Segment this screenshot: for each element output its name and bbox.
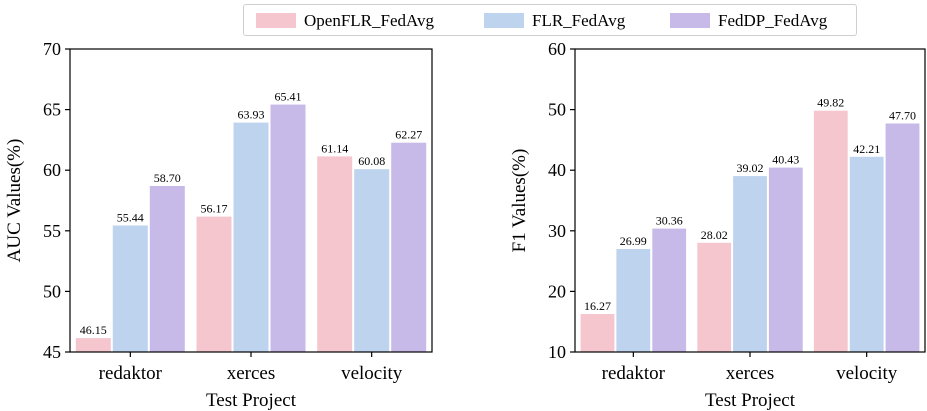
f1-ytick-label-40: 40	[548, 160, 566, 180]
auc-data-label-velocity-1: 60.08	[358, 154, 385, 168]
f1-bar-xerces-1	[733, 176, 767, 352]
auc-ytick-label-65: 65	[43, 100, 61, 120]
f1-bar-redaktor-2	[652, 228, 687, 352]
auc-bar-redaktor-2	[149, 186, 185, 352]
auc-ytick-label-60: 60	[43, 160, 61, 180]
legend-label-openflr: OpenFLR_FedAvg	[304, 11, 435, 30]
auc-bar-velocity-0	[317, 156, 353, 352]
f1-bar-xerces-2	[768, 167, 803, 352]
f1-data-label-xerces-1: 39.02	[737, 161, 764, 175]
f1-data-label-xerces-2: 40.43	[772, 153, 799, 167]
auc-bar-xerces-0	[196, 216, 232, 352]
legend-swatch-openflr	[256, 13, 296, 28]
f1-bar-velocity-0	[813, 110, 848, 352]
f1-bar-redaktor-0	[580, 314, 615, 352]
f1-data-label-velocity-1: 42.21	[853, 142, 880, 156]
f1-bar-velocity-2	[885, 123, 920, 352]
auc-data-label-redaktor-1: 55.44	[117, 211, 144, 225]
auc-ytick-label-50: 50	[43, 281, 61, 301]
auc-xtick-label-velocity: velocity	[341, 363, 403, 384]
f1-data-label-xerces-0: 28.02	[701, 228, 728, 242]
auc-data-label-redaktor-2: 58.70	[154, 171, 181, 185]
auc-ytick-label-45: 45	[43, 342, 61, 362]
auc-data-label-velocity-0: 61.14	[321, 141, 348, 155]
f1-data-label-redaktor-1: 26.99	[620, 234, 647, 248]
f1-ytick-label-60: 60	[548, 39, 566, 59]
f1-data-label-redaktor-2: 30.36	[656, 214, 683, 228]
auc-ytick-label-55: 55	[43, 221, 61, 241]
f1-bar-xerces-0	[697, 242, 732, 352]
f1-bar-redaktor-1	[616, 249, 651, 352]
legend-label-flr: FLR_FedAvg	[532, 11, 626, 30]
auc-x-axis-label: Test Project	[206, 390, 297, 411]
auc-data-label-xerces-0: 56.17	[201, 202, 228, 216]
chart-legend: OpenFLR_FedAvg FLR_FedAvg FedDP_FedAvg	[243, 4, 857, 36]
auc-bar-xerces-2	[270, 104, 306, 352]
auc-bar-velocity-1	[354, 169, 390, 352]
f1-xtick-label-xerces: xerces	[726, 363, 775, 384]
f1-xtick-label-velocity: velocity	[836, 363, 898, 384]
auc-bar-velocity-2	[391, 142, 427, 352]
auc-bar-xerces-1	[233, 122, 269, 352]
auc-ytick-label-70: 70	[43, 39, 61, 59]
auc-data-label-xerces-1: 63.93	[238, 108, 265, 122]
auc-bar-redaktor-0	[75, 338, 111, 352]
auc-data-label-redaktor-0: 46.15	[80, 323, 107, 337]
f1-data-label-velocity-0: 49.82	[817, 96, 844, 110]
f1-ytick-label-10: 10	[548, 342, 566, 362]
auc-y-axis-label: AUC Values(%)	[4, 139, 25, 263]
auc-data-label-xerces-2: 65.41	[275, 90, 302, 104]
f1-ytick-label-20: 20	[548, 281, 566, 301]
legend-swatch-feddp	[670, 13, 710, 28]
f1-ytick-label-50: 50	[548, 100, 566, 120]
legend-swatch-flr	[484, 13, 524, 28]
auc-xtick-label-redaktor: redaktor	[99, 363, 163, 384]
f1-data-label-redaktor-0: 16.27	[584, 299, 611, 313]
f1-ytick-label-30: 30	[548, 221, 566, 241]
f1-data-label-velocity-2: 47.70	[889, 109, 916, 123]
auc-bar-redaktor-1	[112, 225, 148, 352]
f1-y-axis-label: F1 Values(%)	[509, 149, 530, 253]
f1-bar-velocity-1	[849, 156, 884, 352]
auc-data-label-velocity-2: 62.27	[395, 128, 422, 142]
auc-xtick-label-xerces: xerces	[227, 363, 276, 384]
f1-x-axis-label: Test Project	[705, 390, 796, 411]
f1-xtick-label-redaktor: redaktor	[602, 363, 666, 384]
legend-label-feddp: FedDP_FedAvg	[718, 11, 828, 30]
